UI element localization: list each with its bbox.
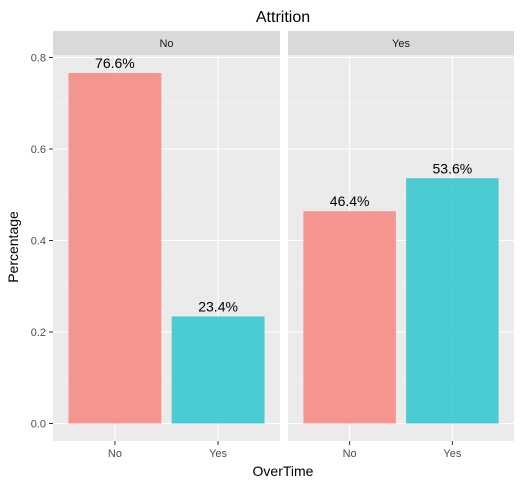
bar-data-label: 53.6%: [433, 160, 473, 176]
y-tick-label: 0.0: [31, 419, 46, 431]
x-tick-label: No: [343, 448, 357, 460]
bar-yes-no: [303, 211, 396, 424]
facet-strip: [53, 31, 280, 55]
facet-strip-label: Yes: [392, 38, 410, 50]
facet-strip: [288, 31, 514, 55]
y-tick-label: 0.8: [31, 53, 46, 65]
y-tick-label: 0.6: [31, 144, 46, 156]
facet-panel-no: No 76.6% No 23.4% Yes: [53, 31, 280, 460]
x-tick-label: No: [108, 448, 122, 460]
bar-yes-yes: [406, 178, 499, 424]
x-tick-label: Yes: [209, 448, 227, 460]
bar-no-yes: [171, 316, 265, 424]
bar-no-no: [68, 73, 162, 424]
y-axis: 0.0 0.2 0.4 0.6 0.8: [31, 53, 53, 431]
facet-panels: No 76.6% No 23.4% Yes Yes 46.4% No 53.6% Yes: [53, 31, 514, 460]
bar-data-label: 76.6%: [95, 55, 135, 71]
facet-panel-yes: Yes 46.4% No 53.6% Yes: [288, 31, 514, 460]
x-tick-label: Yes: [443, 448, 461, 460]
facet-strip-label: No: [159, 38, 173, 50]
x-axis-title: OverTime: [253, 463, 314, 479]
bar-data-label: 46.4%: [330, 193, 370, 209]
y-tick-label: 0.4: [31, 236, 46, 248]
chart-title: Attrition: [256, 9, 310, 26]
y-axis-title: Percentage: [5, 211, 21, 283]
y-tick-label: 0.2: [31, 327, 46, 339]
bar-data-label: 23.4%: [198, 298, 238, 314]
